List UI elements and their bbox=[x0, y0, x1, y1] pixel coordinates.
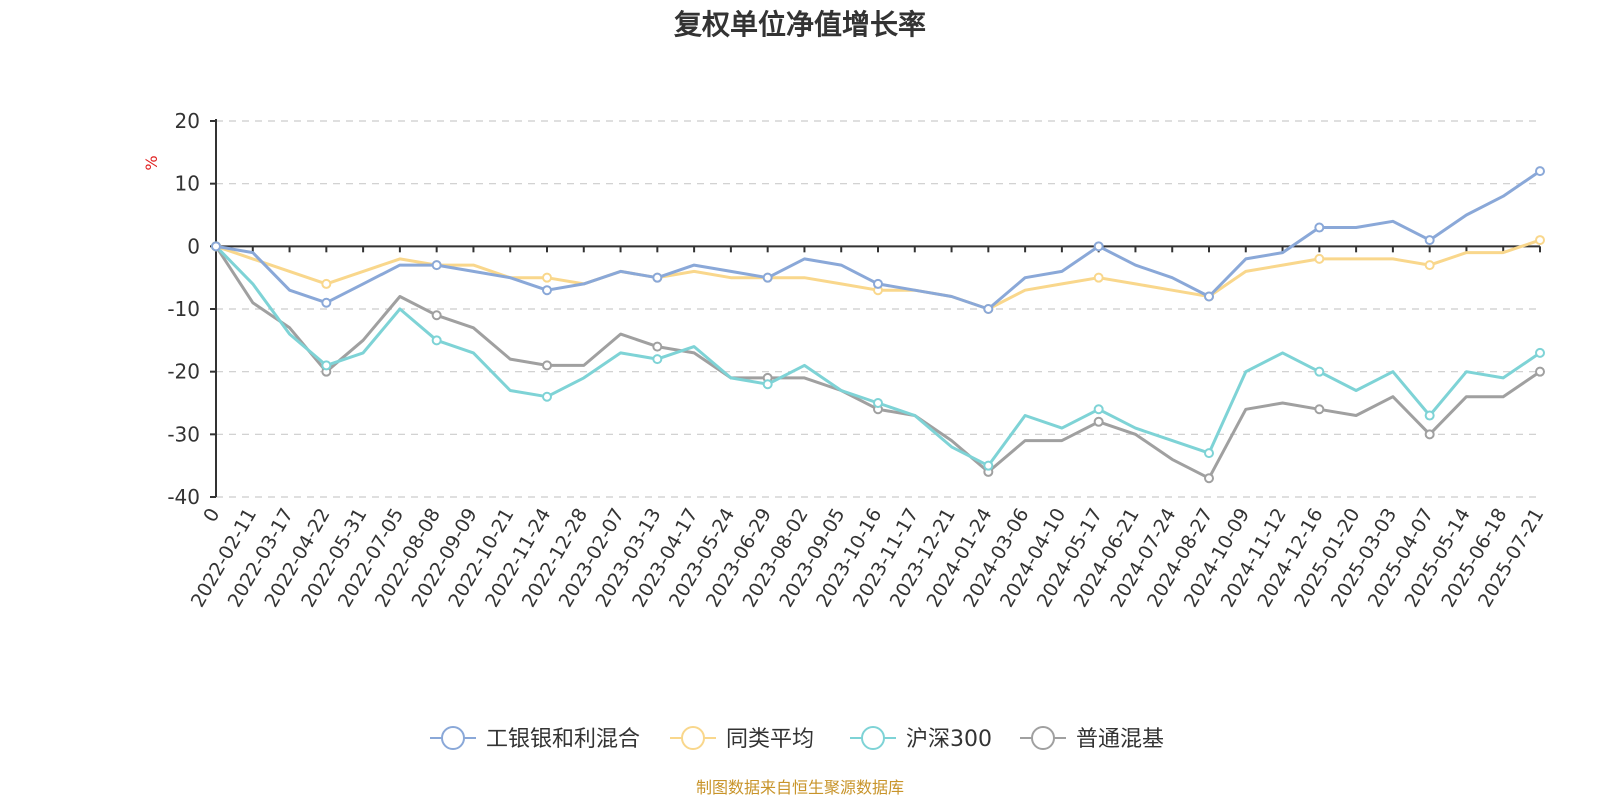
data-point bbox=[542, 285, 552, 296]
legend-item[interactable]: 工银银和利混合 bbox=[430, 726, 640, 752]
data-point bbox=[1424, 235, 1435, 246]
data-point bbox=[321, 278, 332, 289]
data-point bbox=[1424, 410, 1435, 421]
data-point bbox=[1314, 222, 1325, 233]
y-tick-label: 20 bbox=[175, 109, 200, 133]
data-point bbox=[321, 360, 332, 371]
legend-marker bbox=[1031, 726, 1055, 750]
legend-item[interactable]: 普通混基 bbox=[1020, 726, 1164, 752]
legend-marker bbox=[861, 726, 885, 750]
data-point bbox=[1535, 166, 1545, 177]
data-point bbox=[431, 310, 442, 321]
data-point bbox=[1424, 260, 1435, 271]
legend-item[interactable]: 同类平均 bbox=[670, 726, 814, 752]
data-point bbox=[1535, 347, 1545, 358]
legend-marker bbox=[681, 726, 705, 750]
data-point bbox=[431, 260, 442, 271]
legend-label: 沪深300 bbox=[906, 727, 992, 752]
x-tick-label: 0 bbox=[199, 505, 224, 526]
y-tick-label: -30 bbox=[167, 422, 200, 446]
data-point bbox=[1204, 291, 1214, 302]
y-tick-label: -40 bbox=[167, 485, 200, 509]
chart-title: 复权单位净值增长率 bbox=[674, 8, 926, 41]
data-point bbox=[211, 241, 221, 252]
legend-label: 普通混基 bbox=[1076, 727, 1164, 752]
data-point bbox=[873, 278, 883, 289]
data-point bbox=[1314, 253, 1325, 264]
data-point bbox=[983, 304, 994, 314]
data-point bbox=[873, 398, 883, 408]
data-point bbox=[431, 335, 442, 346]
legend-label: 同类平均 bbox=[726, 727, 814, 752]
data-point bbox=[1314, 366, 1325, 377]
data-point bbox=[652, 272, 663, 283]
y-axis-unit: % bbox=[142, 155, 161, 170]
series-1 bbox=[211, 166, 1545, 314]
source-note: 制图数据来自恒生聚源数据库 bbox=[696, 778, 904, 797]
data-point bbox=[1424, 429, 1435, 440]
data-point bbox=[1314, 404, 1325, 415]
series-3 bbox=[211, 241, 1545, 471]
data-point bbox=[542, 272, 552, 283]
legend[interactable]: 工银银和利混合 同类平均 沪深300 普通混基 bbox=[430, 726, 1164, 752]
data-point bbox=[1093, 416, 1104, 427]
y-tick-label: 10 bbox=[175, 172, 200, 196]
data-point bbox=[762, 272, 773, 283]
data-point bbox=[983, 460, 994, 471]
data-point bbox=[542, 391, 552, 402]
data-point bbox=[652, 341, 663, 352]
legend-marker bbox=[441, 726, 465, 750]
data-point bbox=[1535, 366, 1545, 377]
y-tick-label: 0 bbox=[187, 234, 200, 258]
series-4 bbox=[211, 241, 1545, 484]
data-point bbox=[1204, 448, 1214, 459]
data-point bbox=[321, 297, 332, 308]
data-point bbox=[1093, 241, 1104, 252]
data-point bbox=[1535, 235, 1545, 246]
legend-label: 工银银和利混合 bbox=[486, 727, 640, 752]
y-tick-label: -10 bbox=[167, 297, 200, 321]
data-point bbox=[1093, 272, 1104, 283]
data-point bbox=[1204, 473, 1214, 484]
grid-layer bbox=[216, 120, 1540, 498]
legend-item[interactable]: 沪深300 bbox=[850, 726, 992, 752]
axis-layer: 20100-10-20-30-4002022-02-112022-03-1720… bbox=[167, 109, 1548, 611]
data-point bbox=[542, 360, 552, 371]
y-tick-label: -20 bbox=[167, 360, 200, 384]
data-point bbox=[762, 379, 773, 390]
series-layer bbox=[211, 166, 1545, 484]
data-point bbox=[1093, 404, 1104, 415]
data-point bbox=[652, 354, 663, 365]
